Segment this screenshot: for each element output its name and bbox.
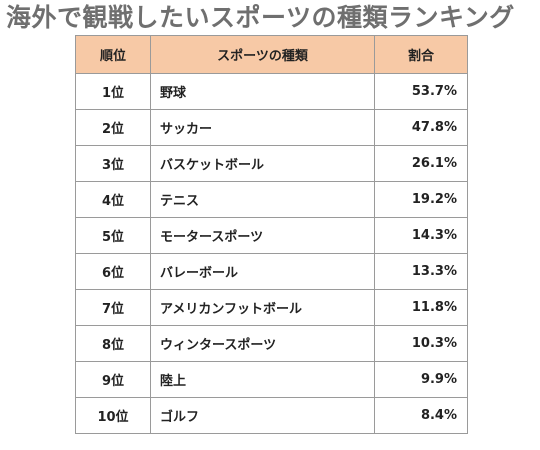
sport-cell: バレーボール <box>150 253 375 290</box>
rank-cell: 2位 <box>75 109 151 146</box>
rank-cell: 4位 <box>75 181 151 218</box>
table-row: 7位 アメリカンフットボール 11.8% <box>75 289 468 326</box>
rank-cell: 8位 <box>75 325 151 362</box>
ratio-cell: 9.9% <box>374 361 468 398</box>
sport-cell: 野球 <box>150 73 375 110</box>
rank-cell: 7位 <box>75 289 151 326</box>
rank-cell: 5位 <box>75 217 151 254</box>
table-row: 8位 ウィンタースポーツ 10.3% <box>75 325 468 362</box>
table-row: 6位 バレーボール 13.3% <box>75 253 468 290</box>
table-row: 10位 ゴルフ 8.4% <box>75 397 468 434</box>
header-ratio: 割合 <box>374 35 468 74</box>
ratio-cell: 13.3% <box>374 253 468 290</box>
table-row: 2位 サッカー 47.8% <box>75 109 468 146</box>
ratio-cell: 11.8% <box>374 289 468 326</box>
table-row: 1位 野球 53.7% <box>75 73 468 110</box>
ratio-cell: 53.7% <box>374 73 468 110</box>
sport-cell: 陸上 <box>150 361 375 398</box>
sport-cell: ゴルフ <box>150 397 375 434</box>
ratio-cell: 47.8% <box>374 109 468 146</box>
sport-cell: テニス <box>150 181 375 218</box>
rank-cell: 3位 <box>75 145 151 182</box>
table-row: 9位 陸上 9.9% <box>75 361 468 398</box>
ratio-cell: 10.3% <box>374 325 468 362</box>
table-row: 3位 バスケットボール 26.1% <box>75 145 468 182</box>
sport-cell: バスケットボール <box>150 145 375 182</box>
header-sport: スポーツの種類 <box>150 35 375 74</box>
ratio-cell: 19.2% <box>374 181 468 218</box>
page-title: 海外で観戦したいスポーツの種類ランキング <box>6 3 515 32</box>
rank-cell: 6位 <box>75 253 151 290</box>
header-rank: 順位 <box>75 35 151 74</box>
sport-cell: ウィンタースポーツ <box>150 325 375 362</box>
table-row: 5位 モータースポーツ 14.3% <box>75 217 468 254</box>
ratio-cell: 8.4% <box>374 397 468 434</box>
ratio-cell: 26.1% <box>374 145 468 182</box>
ratio-cell: 14.3% <box>374 217 468 254</box>
rank-cell: 1位 <box>75 73 151 110</box>
table-header-row: 順位 スポーツの種類 割合 <box>75 35 468 74</box>
table-row: 4位 テニス 19.2% <box>75 181 468 218</box>
sport-cell: モータースポーツ <box>150 217 375 254</box>
sport-cell: サッカー <box>150 109 375 146</box>
ranking-table: 順位 スポーツの種類 割合 1位 野球 53.7% 2位 サッカー 47.8% … <box>75 35 468 434</box>
sport-cell: アメリカンフットボール <box>150 289 375 326</box>
rank-cell: 9位 <box>75 361 151 398</box>
rank-cell: 10位 <box>75 397 151 434</box>
